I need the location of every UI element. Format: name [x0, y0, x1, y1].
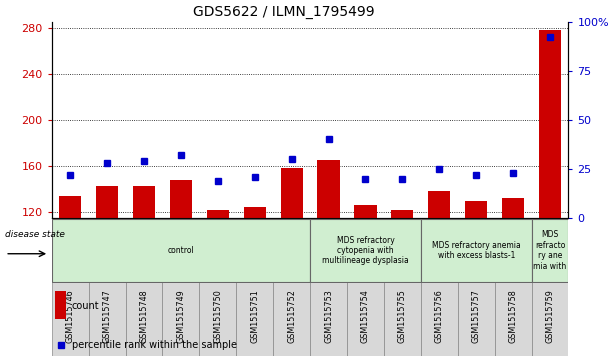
- Text: GSM1515757: GSM1515757: [472, 289, 481, 343]
- Text: percentile rank within the sample: percentile rank within the sample: [72, 340, 237, 350]
- Text: GSM1515748: GSM1515748: [139, 289, 148, 343]
- Text: GSM1515747: GSM1515747: [103, 289, 111, 343]
- Text: GSM1515758: GSM1515758: [509, 289, 517, 343]
- Bar: [310, 276, 347, 356]
- Bar: [207, 210, 229, 218]
- Text: MDS refractory anemia
with excess blasts-1: MDS refractory anemia with excess blasts…: [432, 241, 520, 260]
- Bar: [170, 180, 192, 218]
- Bar: [421, 219, 531, 282]
- Bar: [52, 219, 310, 282]
- Title: GDS5622 / ILMN_1795499: GDS5622 / ILMN_1795499: [193, 5, 375, 19]
- Bar: [347, 276, 384, 356]
- Bar: [531, 219, 568, 282]
- Text: GSM1515750: GSM1515750: [213, 289, 223, 343]
- Bar: [317, 160, 340, 218]
- Bar: [96, 185, 118, 218]
- Bar: [125, 276, 162, 356]
- Bar: [502, 198, 524, 218]
- Text: GSM1515751: GSM1515751: [250, 289, 259, 343]
- Bar: [244, 207, 266, 218]
- Bar: [539, 30, 561, 218]
- Bar: [428, 191, 451, 218]
- Text: MDS
refracto
ry ane
mia with: MDS refracto ry ane mia with: [533, 231, 567, 270]
- Bar: [280, 168, 303, 218]
- Text: GSM1515753: GSM1515753: [324, 289, 333, 343]
- Bar: [133, 185, 155, 218]
- Bar: [199, 276, 237, 356]
- Bar: [384, 276, 421, 356]
- Bar: [162, 276, 199, 356]
- Text: MDS refractory
cytopenia with
multilineage dysplasia: MDS refractory cytopenia with multilinea…: [322, 236, 409, 265]
- Bar: [52, 276, 89, 356]
- Text: control: control: [168, 246, 194, 255]
- Bar: [531, 276, 568, 356]
- Bar: [55, 291, 66, 319]
- Text: GSM1515752: GSM1515752: [287, 289, 296, 343]
- Text: count: count: [72, 301, 99, 310]
- Text: disease state: disease state: [5, 230, 65, 238]
- Bar: [458, 276, 495, 356]
- Bar: [392, 210, 413, 218]
- Bar: [495, 276, 531, 356]
- Bar: [273, 276, 310, 356]
- Bar: [237, 276, 273, 356]
- Text: GSM1515759: GSM1515759: [545, 289, 554, 343]
- Text: GSM1515755: GSM1515755: [398, 289, 407, 343]
- Text: GSM1515746: GSM1515746: [66, 289, 75, 343]
- Bar: [354, 205, 376, 218]
- Bar: [89, 276, 125, 356]
- Bar: [310, 219, 421, 282]
- Bar: [59, 196, 81, 218]
- Bar: [465, 200, 487, 218]
- Text: GSM1515754: GSM1515754: [361, 289, 370, 343]
- Text: GSM1515749: GSM1515749: [176, 289, 185, 343]
- Text: GSM1515756: GSM1515756: [435, 289, 444, 343]
- Bar: [421, 276, 458, 356]
